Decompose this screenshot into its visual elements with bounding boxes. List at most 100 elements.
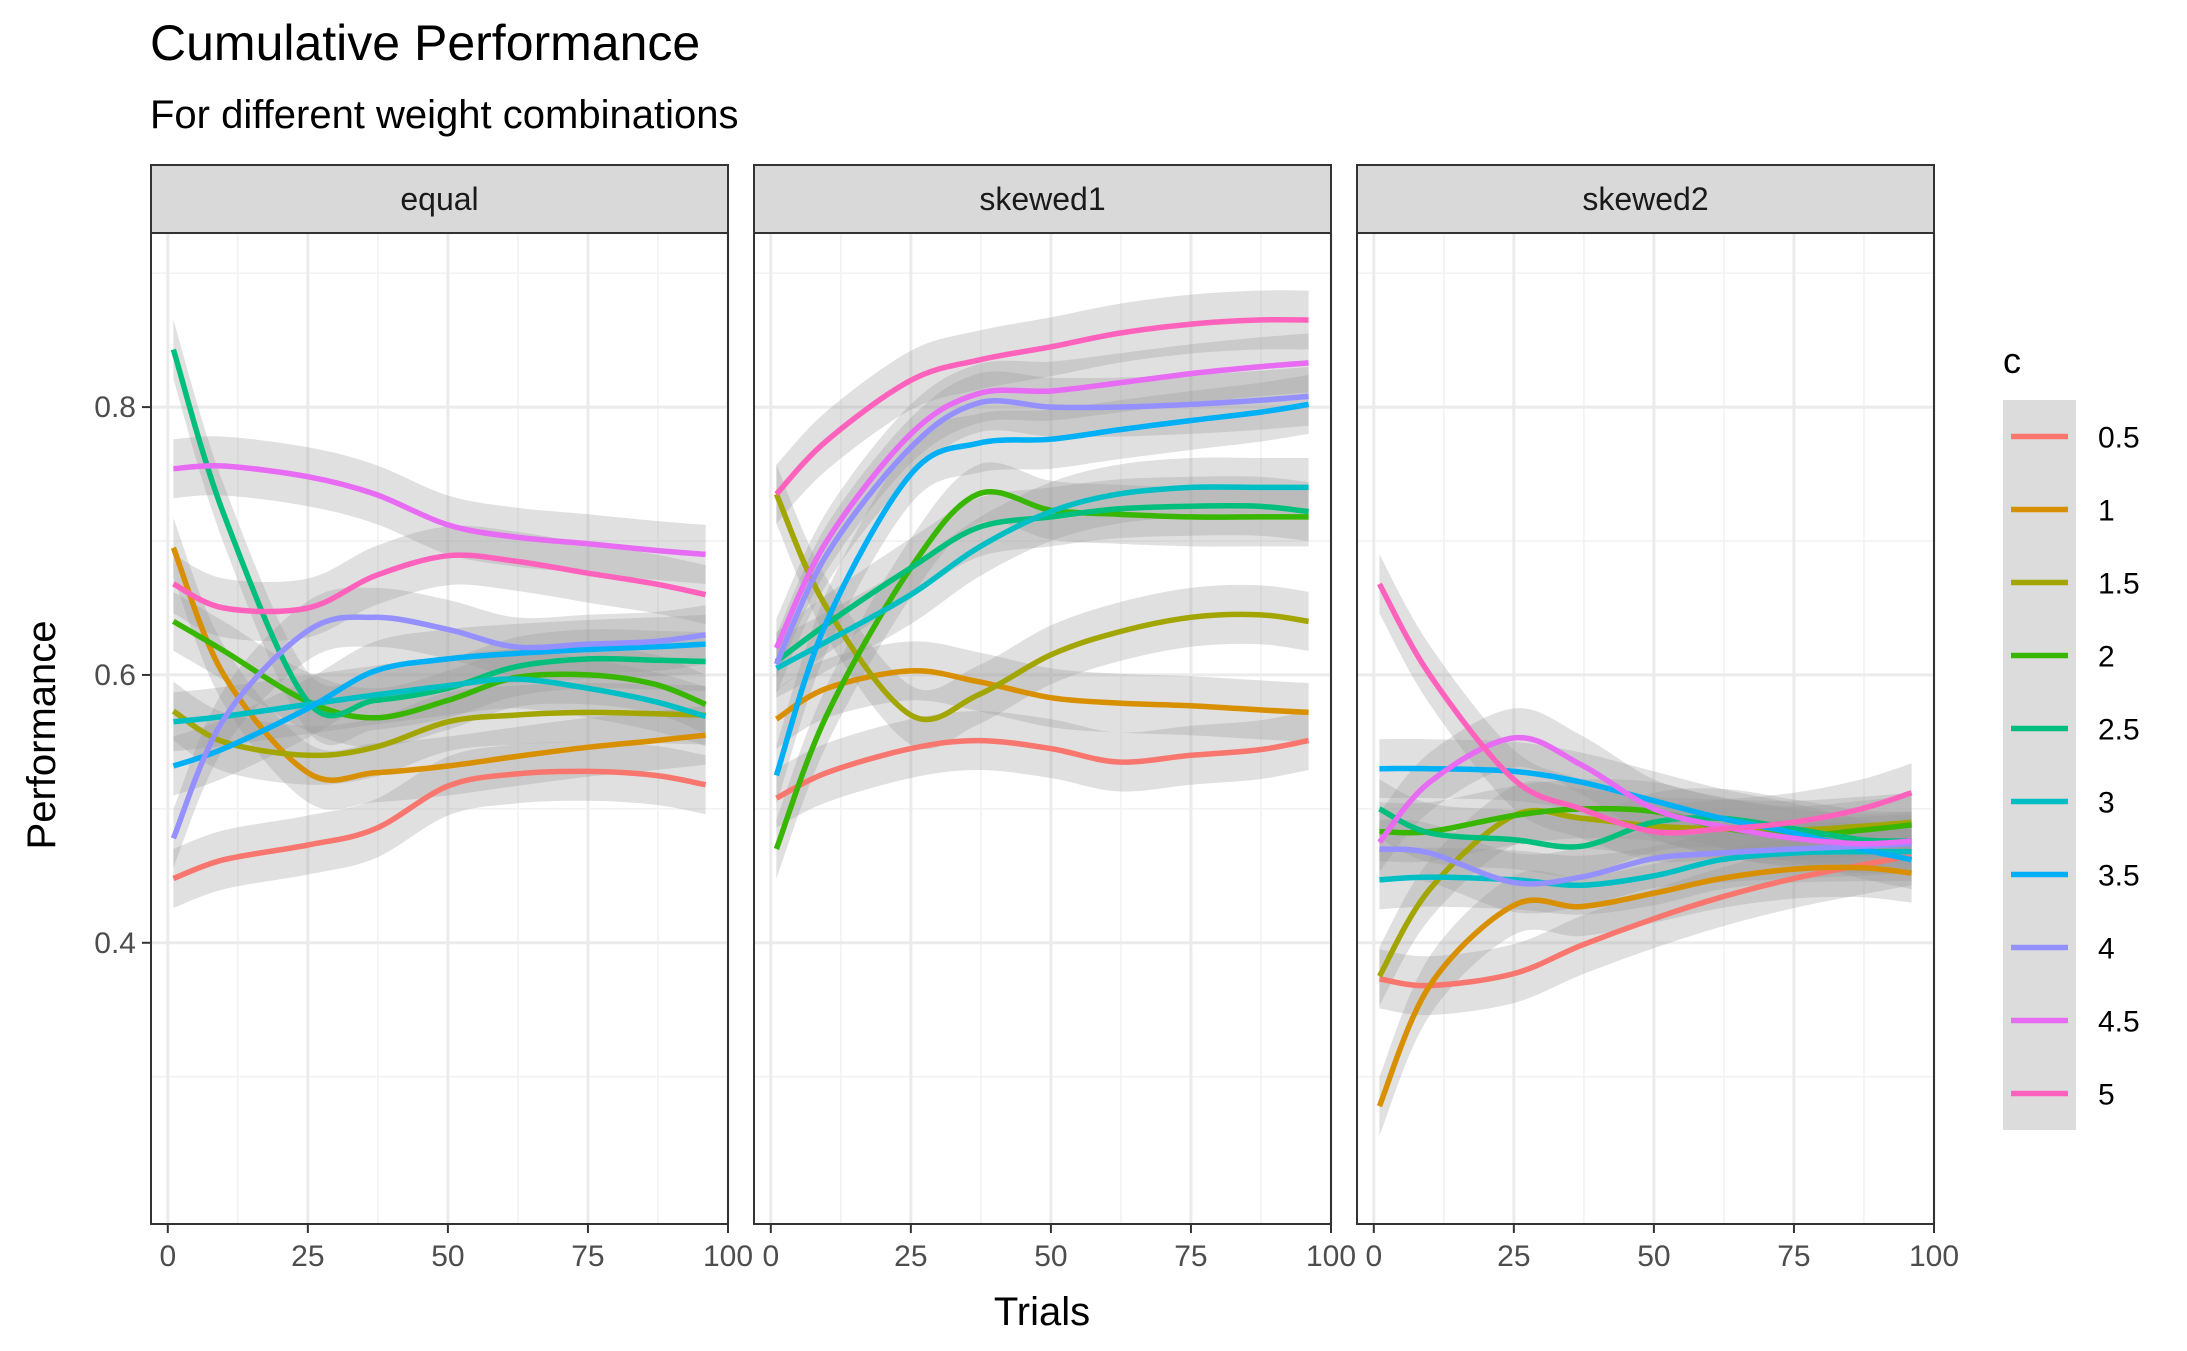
confidence-band-3.5 xyxy=(776,375,1309,805)
confidence-band-0.5 xyxy=(173,741,706,908)
series-line-3 xyxy=(775,484,1309,671)
x-tick-label: 50 xyxy=(1637,1240,1670,1273)
facet-panels: equal 0 25 50 75 100 0.4 0.6 0.8 skewed1 0 25 50 75 10… xyxy=(94,164,1959,1273)
legend-item-4: 4 xyxy=(2003,911,2115,984)
series-lines xyxy=(1376,582,1913,1108)
series-line-2.5 xyxy=(1378,806,1912,850)
y-axis-title: Performance xyxy=(20,621,64,850)
confidence-band-3 xyxy=(1379,822,1912,915)
confidence-band-1 xyxy=(173,518,706,810)
series-line-2 xyxy=(773,489,1309,850)
legend-label: 3.5 xyxy=(2098,860,2140,893)
series-line-4.5 xyxy=(1377,734,1912,847)
series-line-0.5 xyxy=(172,768,707,882)
confidence-band-1 xyxy=(1379,837,1912,1136)
series-lines xyxy=(773,316,1310,850)
confidence-band-1.5 xyxy=(173,681,706,785)
confidence-band-1.5 xyxy=(776,464,1309,750)
legend-label: 3 xyxy=(2098,787,2115,820)
x-tick-label: 25 xyxy=(894,1240,927,1273)
series-line-4 xyxy=(773,393,1309,666)
legend-item-2.5: 2.5 xyxy=(2003,692,2140,765)
legend-label: 5 xyxy=(2098,1079,2115,1112)
legend-item-3.5: 3.5 xyxy=(2003,838,2140,911)
legend: c 0.5 1 1.5 2 2.5 3 3.5 4 4.5 5 xyxy=(2003,340,2140,1130)
facet-strip-label: skewed1 xyxy=(979,181,1105,217)
legend-label: 4.5 xyxy=(2098,1006,2140,1039)
y-tick-label: 0.6 xyxy=(94,659,136,692)
confidence-band-4.5 xyxy=(776,333,1309,678)
series-line-5 xyxy=(172,552,707,615)
panel-background xyxy=(1357,233,1934,1224)
series-line-0.5 xyxy=(775,737,1310,801)
x-axis-ticks: 0 25 50 75 100 xyxy=(159,1224,753,1273)
facet-panel-skewed1: skewed1 0 25 50 75 100 xyxy=(753,164,1356,1273)
legend-label: 0.5 xyxy=(2098,422,2140,455)
legend-item-1: 1 xyxy=(2003,473,2115,546)
series-lines xyxy=(170,348,707,882)
x-tick-label: 100 xyxy=(1909,1240,1959,1273)
confidence-band-0.5 xyxy=(776,711,1309,828)
confidence-band-4.5 xyxy=(173,436,706,584)
y-tick-label: 0.4 xyxy=(94,927,136,960)
x-tick-label: 50 xyxy=(431,1240,464,1273)
series-line-4 xyxy=(170,614,706,840)
facet-panel-skewed2: skewed2 0 25 50 75 100 xyxy=(1356,164,1959,1273)
legend-label: 1.5 xyxy=(2098,568,2140,601)
series-line-1 xyxy=(1376,864,1912,1108)
x-tick-label: 100 xyxy=(1306,1240,1356,1273)
panel-grid xyxy=(1357,233,1936,1224)
legend-title: c xyxy=(2003,340,2021,381)
series-line-4 xyxy=(1379,840,1912,887)
legend-item-0.5: 0.5 xyxy=(2003,400,2140,473)
legend-item-5: 5 xyxy=(2003,1057,2115,1130)
series-line-1 xyxy=(774,668,1309,722)
confidence-band-5 xyxy=(776,290,1309,524)
x-tick-label: 25 xyxy=(291,1240,324,1273)
x-tick-label: 100 xyxy=(703,1240,753,1273)
series-line-3 xyxy=(173,676,707,725)
facet-panel-equal: equal 0 25 50 75 100 0.4 0.6 0.8 xyxy=(94,164,753,1273)
legend-item-3: 3 xyxy=(2003,765,2115,838)
x-tick-label: 50 xyxy=(1034,1240,1067,1273)
facet-strip xyxy=(753,164,1332,234)
series-line-5 xyxy=(774,316,1309,496)
series-line-1.5 xyxy=(171,708,706,759)
x-tick-label: 0 xyxy=(159,1240,176,1273)
series-line-4.5 xyxy=(173,462,706,558)
series-line-2.5 xyxy=(774,502,1309,664)
series-line-1 xyxy=(170,546,706,783)
confidence-band-5 xyxy=(1379,554,1912,863)
chart-subtitle: For different weight combinations xyxy=(150,93,738,137)
x-axis-title: Trials xyxy=(994,1290,1090,1334)
series-line-3.5 xyxy=(172,641,706,769)
x-tick-label: 75 xyxy=(1777,1240,1810,1273)
series-line-2 xyxy=(172,619,707,721)
panel-background xyxy=(151,233,728,1224)
chart-title: Cumulative Performance xyxy=(150,15,700,71)
x-tick-label: 0 xyxy=(1365,1240,1382,1273)
x-tick-label: 75 xyxy=(571,1240,604,1273)
y-axis-ticks: 0.4 0.6 0.8 xyxy=(94,391,151,960)
series-line-5 xyxy=(1376,582,1913,836)
facet-strip xyxy=(1356,164,1935,234)
facet-strip-label: skewed2 xyxy=(1582,181,1708,217)
panel-background xyxy=(754,233,1331,1224)
facet-strip xyxy=(150,164,729,234)
confidence-band-2.5 xyxy=(173,320,706,746)
legend-label: 4 xyxy=(2098,933,2115,966)
y-tick-label: 0.8 xyxy=(94,391,136,424)
legend-label: 1 xyxy=(2098,495,2115,528)
legend-item-2: 2 xyxy=(2003,619,2115,692)
legend-label: 2.5 xyxy=(2098,714,2140,747)
confidence-band-2.5 xyxy=(776,476,1309,691)
x-axis-ticks: 0 25 50 75 100 xyxy=(1365,1224,1959,1273)
legend-item-4.5: 4.5 xyxy=(2003,984,2140,1057)
facet-strip-label: equal xyxy=(400,181,478,217)
x-tick-label: 0 xyxy=(762,1240,779,1273)
series-line-3 xyxy=(1379,848,1912,888)
legend-label: 2 xyxy=(2098,641,2115,674)
series-line-2.5 xyxy=(170,348,706,719)
confidence-band-5 xyxy=(173,525,706,641)
